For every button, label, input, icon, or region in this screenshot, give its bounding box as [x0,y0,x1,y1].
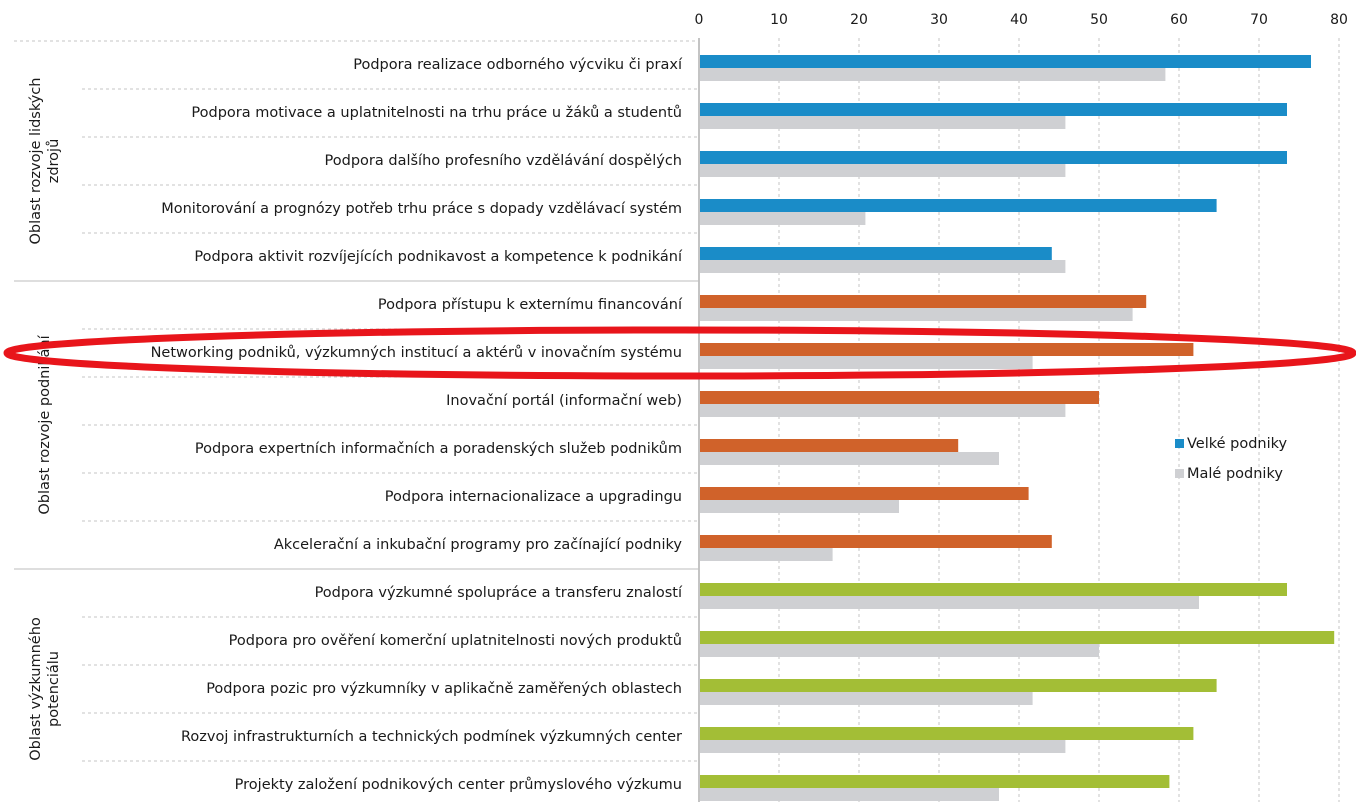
category-label: Podpora pozic pro výzkumníky v aplikačně… [206,681,682,697]
bar-velke-podniky [700,103,1287,116]
bar-velke-podniky [700,631,1335,644]
x-tick-label: 70 [1250,12,1268,28]
category-label: Rozvoj infrastrukturních a technických p… [181,729,682,745]
bar-velke-podniky [700,727,1194,740]
category-label: Monitorování a prognózy potřeb trhu prác… [161,201,682,217]
legend-swatch [1175,439,1184,448]
bars [700,55,1335,801]
bar-velke-podniky [700,583,1287,596]
legend-swatch [1175,469,1184,478]
bar-male-podniky [700,692,1033,705]
bar-velke-podniky [700,487,1029,500]
x-tick-label: 50 [1090,12,1108,28]
bar-velke-podniky [700,55,1311,68]
bar-velke-podniky [700,679,1217,692]
bar-male-podniky [700,260,1066,273]
bar-velke-podniky [700,391,1099,404]
category-label: Podpora expertních informačních a porade… [195,441,682,457]
category-label: Podpora aktivit rozvíjejících podnikavos… [194,249,683,265]
category-label: Networking podniků, výzkumných institucí… [151,345,682,361]
x-tick-label: 40 [1010,12,1028,28]
bar-male-podniky [700,308,1133,321]
x-tick-label: 30 [930,12,948,28]
bar-velke-podniky [700,775,1170,788]
category-label: Podpora motivace a uplatnitelnosti na tr… [191,105,682,121]
bar-male-podniky [700,452,999,465]
bar-male-podniky [700,212,866,225]
category-label: Podpora realizace odborného výcviku či p… [353,57,683,73]
category-labels: Podpora realizace odborného výcviku či p… [151,57,683,793]
x-tick-label: 80 [1330,12,1348,28]
bar-male-podniky [700,500,899,513]
category-label: Podpora přístupu k externímu financování [378,297,683,313]
category-label: Podpora pro ověření komerční uplatniteln… [229,633,682,649]
bar-male-podniky [700,164,1066,177]
group-labels: Oblast rozvoje lidských zdrojů Oblast rozv… [28,78,62,761]
highlight-ellipse [3,326,1356,380]
category-label: Podpora výzkumné spolupráce a transferu … [315,585,683,601]
bar-male-podniky [700,644,1099,657]
bar-male-podniky [700,788,999,801]
bar-male-podniky [700,356,1033,369]
legend: Velké podniky Malé podniky [1175,436,1288,482]
bar-male-podniky [700,740,1066,753]
bar-male-podniky [700,68,1166,81]
bar-velke-podniky [700,199,1217,212]
group-label: Oblast rozvoje podnikání [37,334,53,514]
bar-male-podniky [700,404,1066,417]
bar-velke-podniky [700,535,1052,548]
category-label: Podpora dalšího profesního vzdělávání do… [325,153,682,169]
bar-velke-podniky [700,151,1287,164]
x-tick-label: 60 [1170,12,1188,28]
group-label: Oblast rozvoje lidských zdrojů [28,78,62,245]
legend-label: Velké podniky [1187,436,1288,452]
bar-male-podniky [700,116,1066,129]
bar-velke-podniky [700,343,1194,356]
category-label: Inovační portál (informační web) [446,393,682,409]
legend-label: Malé podniky [1187,466,1283,482]
category-label: Projekty založení podnikových center prů… [235,777,682,793]
bar-male-podniky [700,596,1199,609]
group-label: Oblast výzkumného potenciálu [28,617,62,761]
category-label: Akcelerační a inkubační programy pro zač… [274,537,683,553]
x-tick-label: 20 [850,12,868,28]
category-label: Podpora internacionalizace a upgradingu [385,489,682,505]
x-tick-label: 0 [695,12,704,28]
bar-male-podniky [700,548,833,561]
bar-velke-podniky [700,247,1052,260]
bar-velke-podniky [700,439,959,452]
x-axis-ticks: 0 10 20 30 40 50 60 70 80 [695,12,1348,28]
x-tick-label: 10 [770,12,788,28]
bar-velke-podniky [700,295,1147,308]
highlight-annotation [3,326,1356,380]
